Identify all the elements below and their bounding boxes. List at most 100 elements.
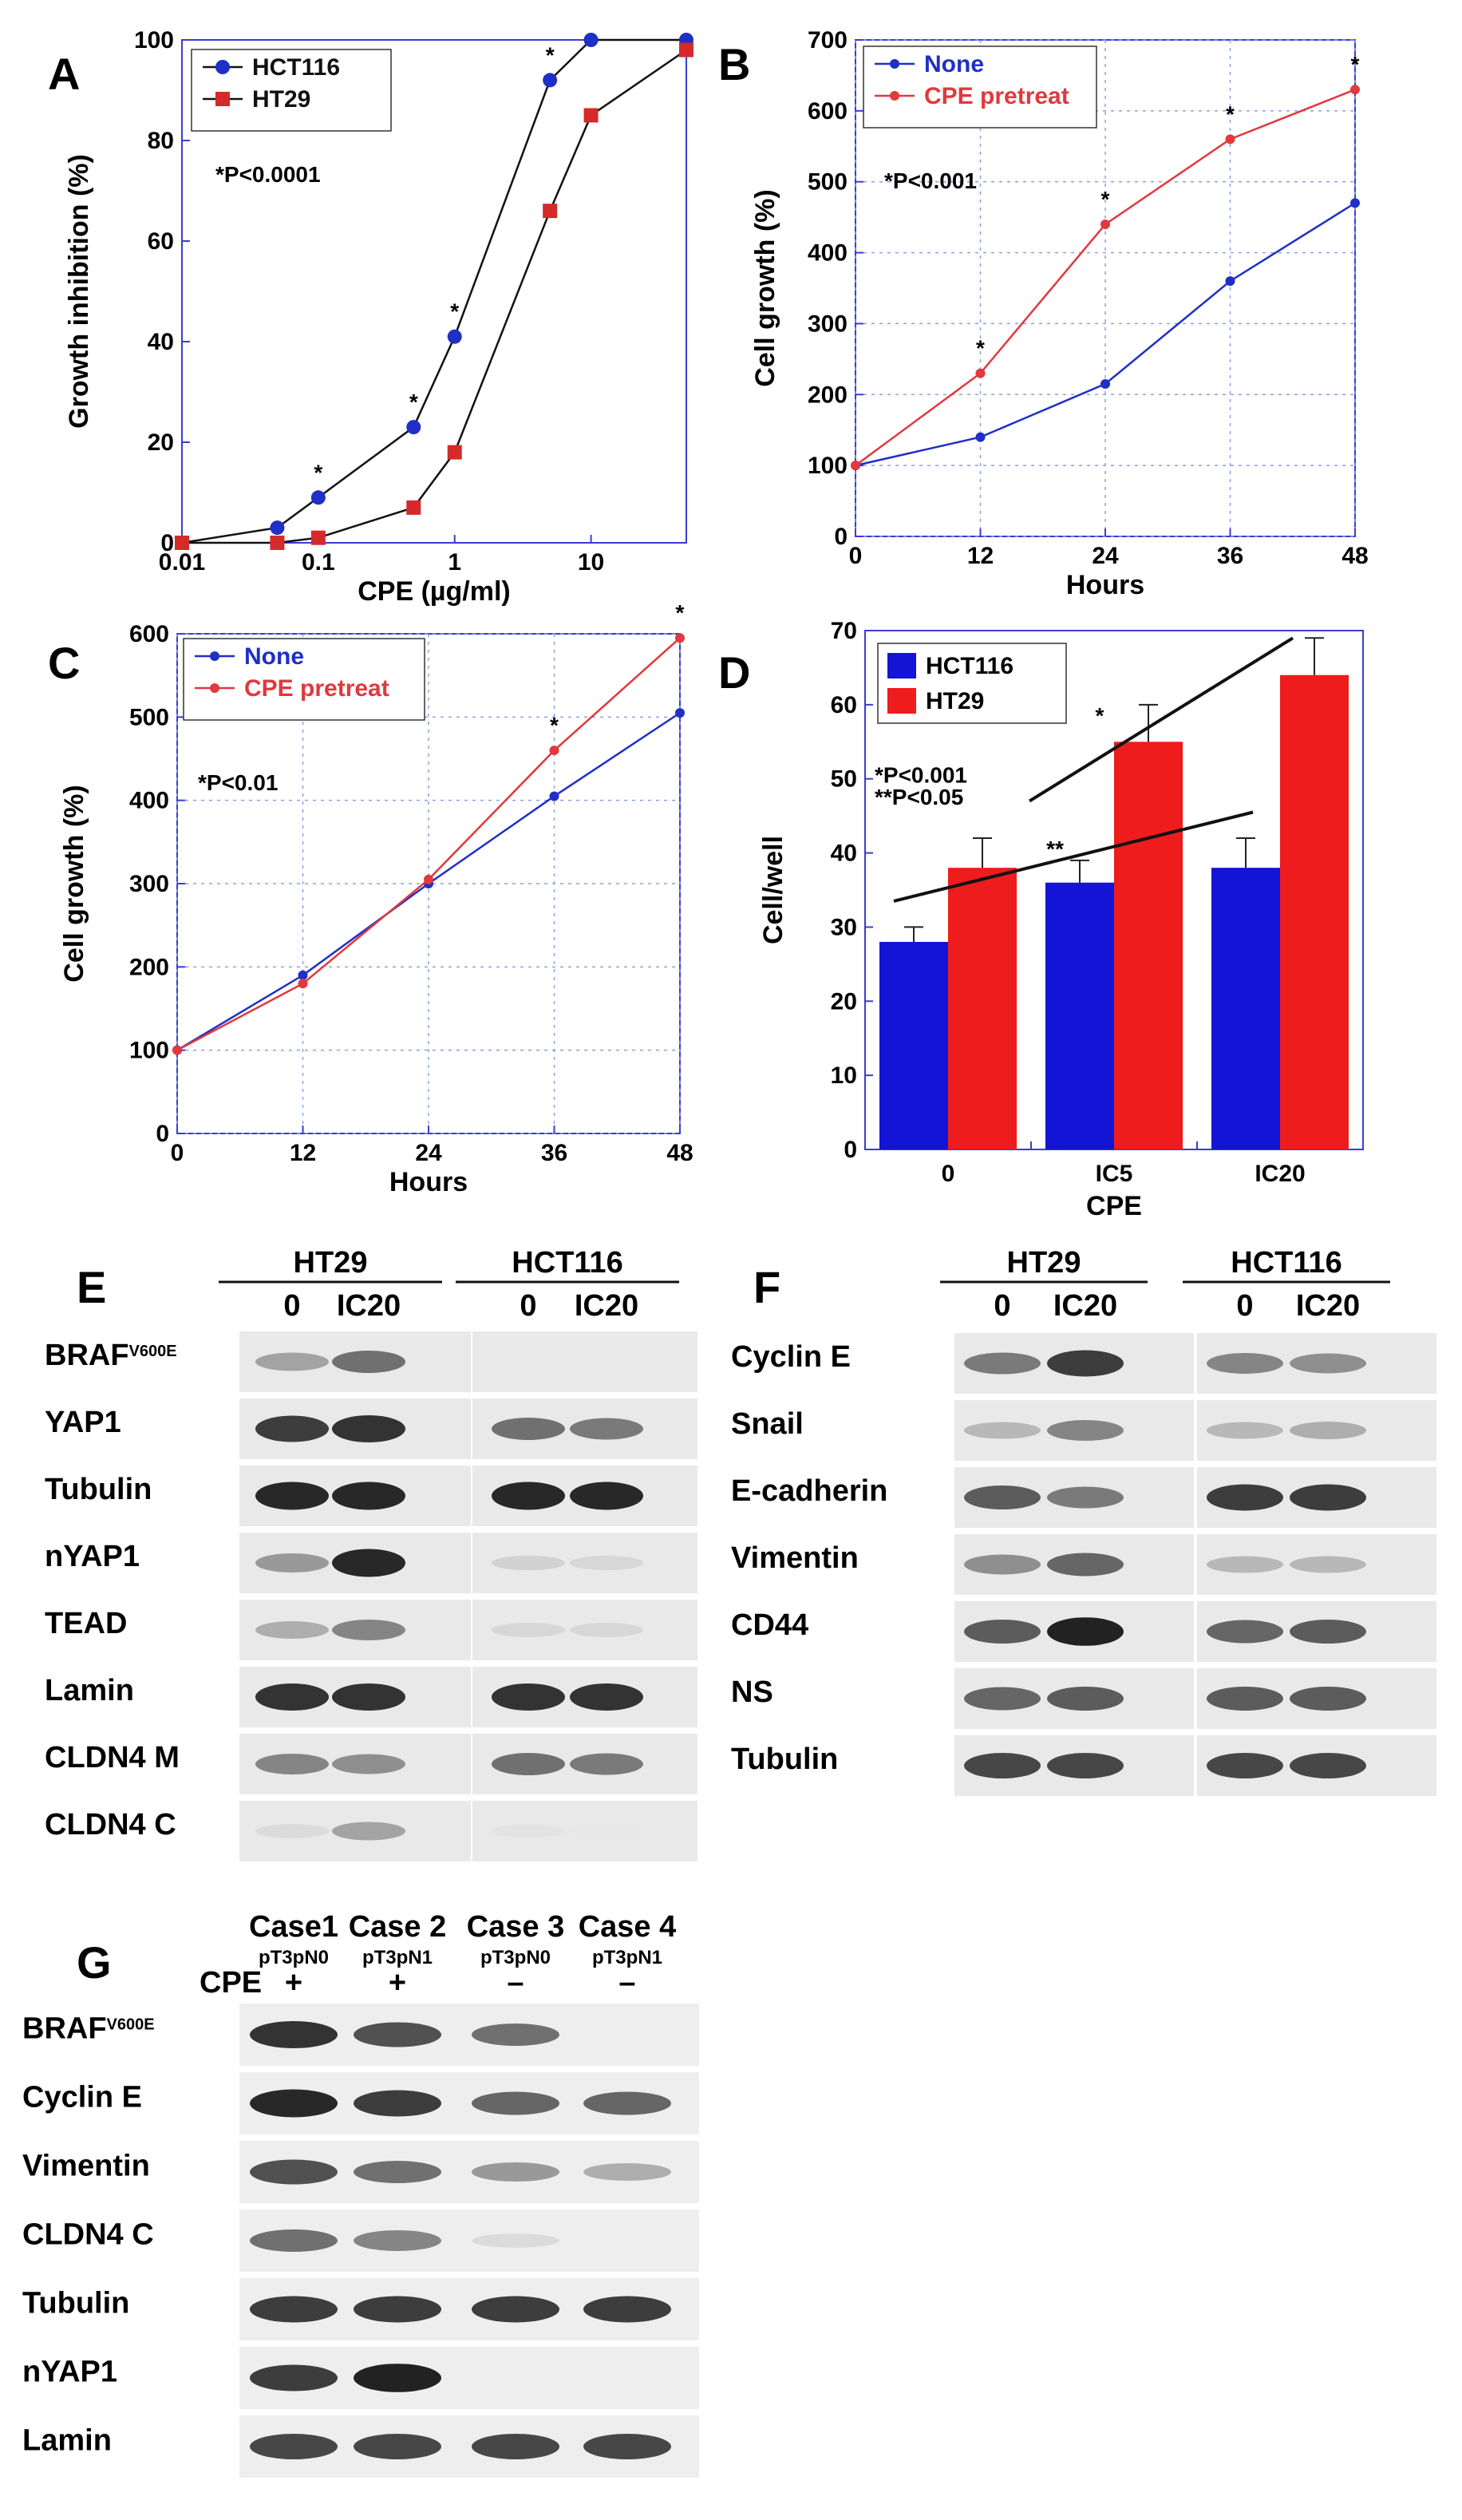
legend-box bbox=[183, 638, 425, 721]
blot-band bbox=[332, 1482, 405, 1510]
x-tick-label: 24 bbox=[1092, 543, 1119, 569]
x-tick-label: 0 bbox=[171, 1140, 184, 1166]
blot-band bbox=[250, 2364, 338, 2391]
x-axis-label: CPE (µg/ml) bbox=[358, 576, 510, 607]
x-tick-label: 1 bbox=[448, 549, 461, 576]
plot-frame bbox=[181, 39, 687, 544]
x-axis-label: CPE bbox=[1086, 1191, 1142, 1221]
legend-swatch-marker bbox=[890, 59, 899, 69]
case-label: Case 4 bbox=[579, 1910, 677, 1944]
legend-label: None bbox=[244, 643, 304, 670]
blot-band bbox=[583, 2163, 671, 2181]
blot-band bbox=[332, 1683, 405, 1711]
blot-band bbox=[492, 1418, 565, 1440]
blot-row-label: Tubulin bbox=[731, 1743, 838, 1776]
blot-band bbox=[332, 1351, 405, 1373]
blot-band bbox=[255, 1824, 329, 1838]
y-tick-label: 0 bbox=[834, 524, 848, 550]
cpe-sign: + bbox=[389, 1966, 406, 2000]
y-tick-label: 500 bbox=[129, 704, 169, 730]
significance-star: * bbox=[676, 600, 685, 625]
case-stage-label: pT3pN0 bbox=[480, 1947, 551, 1968]
blot-band bbox=[570, 1482, 643, 1510]
data-point bbox=[583, 108, 599, 123]
blot-band bbox=[1207, 1484, 1283, 1511]
cpe-sign: – bbox=[618, 1966, 635, 2000]
y-tick-label: 200 bbox=[808, 382, 848, 408]
blot-band bbox=[1047, 1617, 1124, 1646]
y-tick-label: 200 bbox=[129, 954, 169, 980]
blot-band bbox=[250, 2296, 338, 2323]
lane-label: IC20 bbox=[1296, 1289, 1360, 1323]
blot-band bbox=[250, 2229, 338, 2252]
data-point bbox=[549, 746, 559, 756]
x-tick-label: 36 bbox=[1217, 543, 1243, 569]
blot-band bbox=[255, 1482, 329, 1510]
data-point bbox=[270, 520, 285, 536]
blot-band bbox=[472, 2162, 559, 2182]
case-stage-label: pT3pN1 bbox=[362, 1947, 433, 1968]
panel-e: E HT29 0 IC20 HCT116 0 IC20 BRAFV600E YAP1 Tubuli… bbox=[45, 1246, 697, 1861]
legend-box bbox=[863, 45, 1097, 129]
blot-band bbox=[250, 2159, 338, 2185]
y-tick-label: 600 bbox=[129, 621, 169, 647]
p-value-annotation: *P<0.01 bbox=[198, 770, 278, 795]
bar bbox=[1280, 675, 1349, 1149]
case-stage-label: pT3pN0 bbox=[259, 1947, 329, 1968]
panel-label: F bbox=[753, 1262, 780, 1312]
series-line bbox=[181, 38, 686, 544]
blot-band bbox=[472, 2024, 559, 2046]
blot-band bbox=[255, 1415, 329, 1442]
data-point bbox=[975, 368, 986, 378]
panel-label: G bbox=[77, 1937, 112, 1988]
blot-band bbox=[1047, 1420, 1124, 1441]
blot-band bbox=[492, 1824, 565, 1838]
data-point bbox=[1350, 198, 1360, 208]
significance-star: * bbox=[1096, 703, 1104, 728]
lane-label: 0 bbox=[1236, 1289, 1253, 1323]
blot-group-label: HT29 bbox=[294, 1246, 368, 1280]
blot-band bbox=[1207, 1753, 1283, 1778]
y-tick-label: 40 bbox=[148, 329, 174, 355]
blot-band bbox=[354, 2230, 441, 2251]
blot-row-label: Snail bbox=[731, 1407, 804, 1441]
blot-band bbox=[332, 1620, 405, 1640]
panel-c: C 0 100 200 300 400 500 600 0 12 24 36 48 Hours Cell g… bbox=[48, 600, 693, 1197]
blot-band bbox=[583, 2091, 671, 2115]
y-tick-label: 20 bbox=[148, 429, 174, 456]
legend-box bbox=[191, 49, 392, 132]
blot-band bbox=[472, 2233, 559, 2248]
blot-band bbox=[492, 1555, 565, 1571]
blot-band bbox=[354, 2434, 441, 2459]
x-tick-label: 12 bbox=[967, 543, 994, 569]
lane-label: 0 bbox=[994, 1289, 1010, 1323]
blot-band bbox=[1047, 1350, 1124, 1377]
y-tick-label: 30 bbox=[831, 914, 857, 940]
legend-swatch-marker bbox=[215, 60, 230, 74]
lane-label: 0 bbox=[283, 1289, 300, 1323]
data-point bbox=[406, 500, 421, 515]
blot-band bbox=[964, 1620, 1041, 1644]
bar bbox=[1114, 742, 1183, 1149]
blot-band bbox=[492, 1623, 565, 1637]
y-tick-label: 10 bbox=[831, 1062, 857, 1089]
y-tick-label: 50 bbox=[831, 766, 857, 793]
blot-band bbox=[332, 1415, 405, 1442]
blot-row-label: BRAFV600E bbox=[22, 2012, 155, 2045]
legend-swatch bbox=[887, 688, 916, 714]
data-point bbox=[298, 979, 308, 989]
blot-band bbox=[354, 2296, 441, 2323]
bar bbox=[1045, 882, 1114, 1149]
y-tick-label: 100 bbox=[134, 27, 174, 53]
significance-star: * bbox=[550, 713, 559, 738]
y-tick-label: 0 bbox=[156, 1121, 169, 1147]
data-point bbox=[310, 490, 326, 505]
blot-band bbox=[964, 1687, 1041, 1711]
blot-band bbox=[1207, 1556, 1283, 1573]
blot-row-label: YAP1 bbox=[45, 1406, 121, 1439]
data-point bbox=[406, 420, 421, 435]
y-tick-label: 300 bbox=[808, 311, 848, 337]
panel-b: B 0 100 200 300 400 500 600 700 0 12 24 36 48 Hours Cel… bbox=[718, 27, 1369, 600]
blot-row-label: Vimentin bbox=[731, 1541, 859, 1575]
